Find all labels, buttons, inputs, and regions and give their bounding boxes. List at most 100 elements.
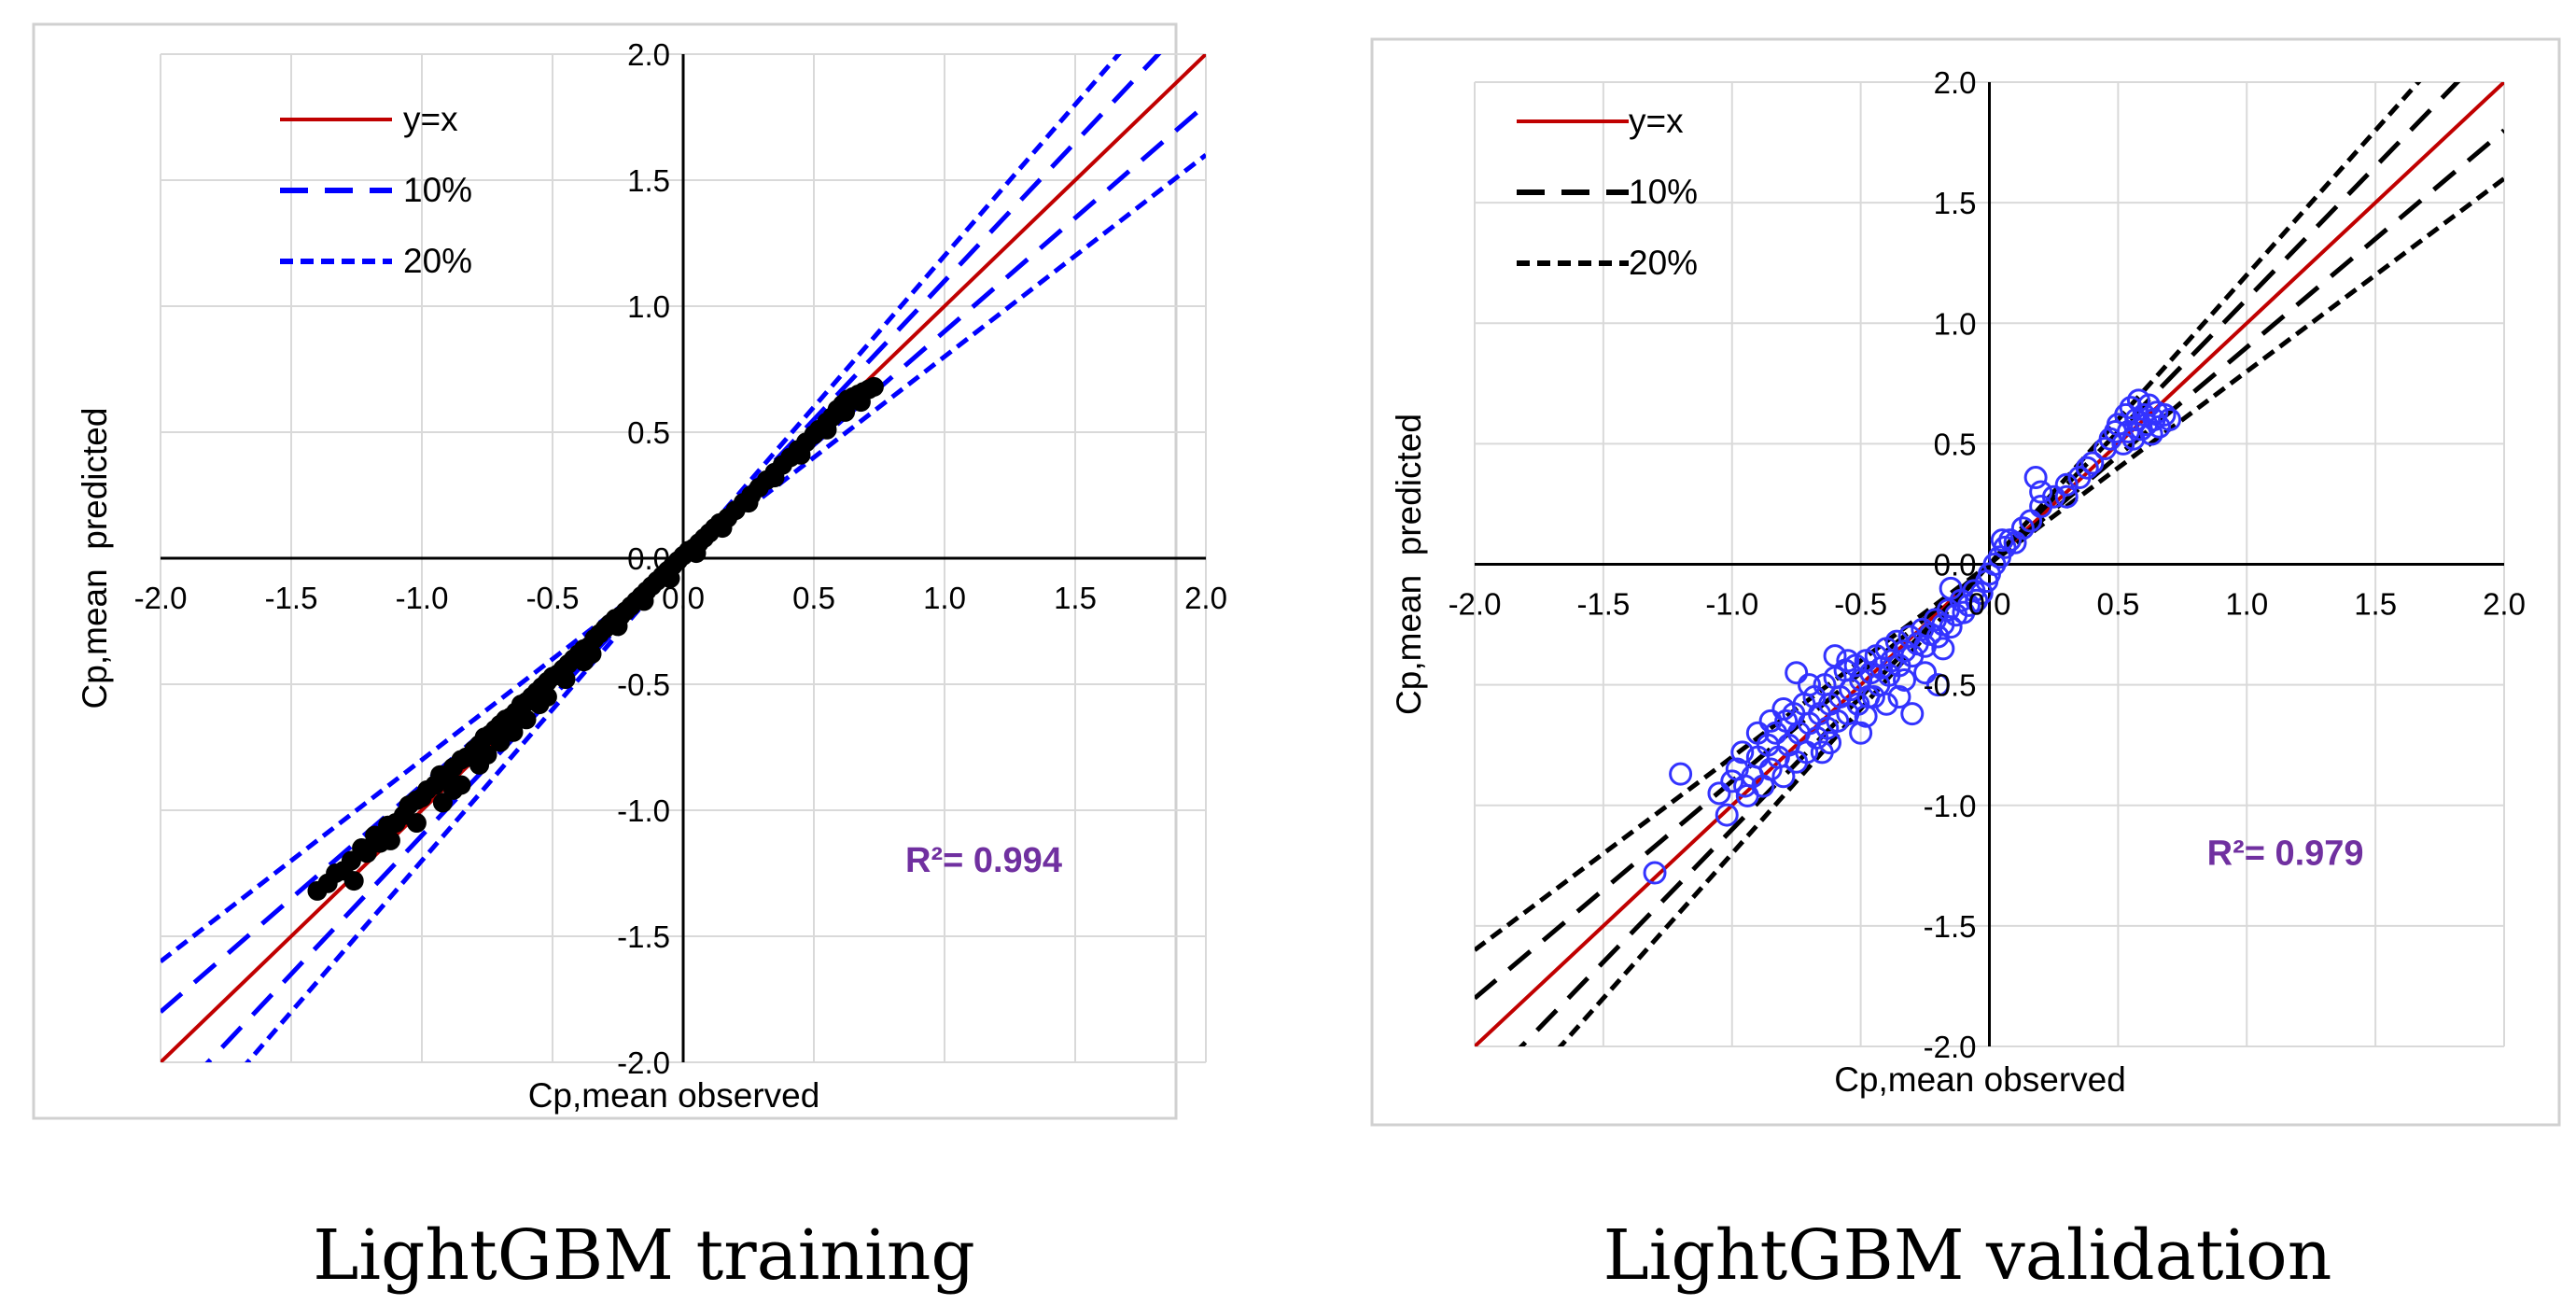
x-tick-label: -0.5 <box>526 581 580 615</box>
x-tick-label: 0.0 <box>1968 587 2011 622</box>
y-tick-label: 1.0 <box>627 289 670 324</box>
y-tick-label: 1.5 <box>627 163 670 198</box>
legend-label: 10% <box>403 171 472 209</box>
y-tick-label: -1.5 <box>617 919 670 954</box>
legend-label: y=x <box>1629 102 1684 140</box>
legend-label: 20% <box>1629 244 1698 282</box>
data-point <box>1900 702 1925 726</box>
data-point <box>2119 396 2143 420</box>
data-point <box>660 568 680 589</box>
data-point <box>1797 673 1821 697</box>
data-point <box>1758 709 1783 733</box>
y-tick-label: -1.0 <box>1924 789 1977 823</box>
data-point <box>406 813 427 833</box>
data-point <box>2158 408 2182 432</box>
data-point <box>1669 762 1693 786</box>
x-tick-label: 1.0 <box>923 581 966 615</box>
x-tick-label: -1.0 <box>1705 587 1758 622</box>
data-point <box>1965 588 1989 612</box>
data-point <box>516 709 537 730</box>
y-tick-label: 0.5 <box>1934 427 1977 461</box>
data-point <box>850 392 871 413</box>
x-tick-label: 0.5 <box>792 581 835 615</box>
legend-label: y=x <box>403 100 458 138</box>
x-tick-label: 0.5 <box>2096 587 2139 622</box>
x-tick-label: -1.0 <box>396 581 449 615</box>
x-tick-label: 1.5 <box>2354 587 2397 622</box>
data-point <box>503 722 524 742</box>
figure-caption: LightGBM validation <box>1603 1215 2332 1296</box>
data-point <box>608 616 628 637</box>
x-tick-label: -2.0 <box>1449 587 1502 622</box>
x-tick-label: 2.0 <box>1184 581 1227 615</box>
y-tick-label: 1.0 <box>1934 306 1977 341</box>
data-point <box>817 419 837 440</box>
x-tick-label: -2.0 <box>134 581 188 615</box>
data-point <box>738 493 759 513</box>
legend: y=x 10% 20% <box>280 100 472 280</box>
chart-training: -2.0 -1.5 -1.0 -0.5 0.0 0.5 1.0 1.5 2.0 -2.0 -1.5 -… <box>32 22 1227 1296</box>
data-point <box>2003 530 2027 554</box>
y-tick-label: 2.0 <box>1934 65 1977 100</box>
y-axis-title: Cp,mean predicted <box>76 408 114 709</box>
legend: y=x 10% 20% <box>1517 102 1698 282</box>
y-tick-label: 0.0 <box>1934 548 1977 582</box>
data-point <box>1969 581 1994 605</box>
data-point <box>1952 600 1976 624</box>
data-point <box>1887 685 1911 709</box>
data-point <box>1982 553 2007 576</box>
chart-frame <box>32 22 1178 1120</box>
data-point <box>2023 466 2048 490</box>
data-point <box>686 543 707 564</box>
y-tick-label: -1.5 <box>1924 909 1977 944</box>
data-point <box>357 843 377 863</box>
data-point <box>2054 472 2079 497</box>
data-point <box>1745 721 1770 745</box>
x-tick-label: -0.5 <box>1834 587 1887 622</box>
data-point <box>1733 774 1757 798</box>
chart-validation: -2.0 -1.5 -1.0 -0.5 0.0 0.5 1.0 1.5 2.0 -2.0 -1.5 -… <box>1370 37 2561 1296</box>
data-point <box>1818 731 1842 755</box>
data-point <box>1643 861 1667 885</box>
data-point <box>1771 765 1796 789</box>
data-point <box>634 591 654 611</box>
legend-label: 10% <box>1629 173 1698 211</box>
x-tick-label: -1.5 <box>1576 587 1630 622</box>
y-tick-label: 0.5 <box>627 415 670 450</box>
data-point <box>2152 402 2177 427</box>
data-point <box>2080 451 2105 475</box>
legend-label: 20% <box>403 242 472 280</box>
data-point <box>1990 528 2014 553</box>
data-point <box>1785 661 1809 685</box>
data-point <box>1758 757 1783 781</box>
y-tick-label: -2.0 <box>617 1045 670 1080</box>
r-squared-annotation: R²= 0.979 <box>2207 834 2364 873</box>
data-point <box>1771 696 1796 721</box>
x-tick-label: 1.0 <box>2225 587 2268 622</box>
data-point <box>574 652 595 672</box>
data-point <box>432 793 453 813</box>
data-points <box>307 376 884 901</box>
data-point <box>469 754 490 775</box>
x-tick-label: -1.5 <box>265 581 318 615</box>
data-point <box>764 468 785 488</box>
data-point <box>443 779 464 800</box>
x-axis-title: Cp,mean observed <box>528 1076 820 1115</box>
y-tick-label: -1.0 <box>617 793 670 828</box>
y-tick-label: 2.0 <box>627 37 670 72</box>
x-tick-label: 2.0 <box>2483 587 2526 622</box>
data-point <box>1836 649 1860 673</box>
data-point <box>1707 781 1731 806</box>
data-point <box>2010 516 2035 540</box>
data-point <box>1774 709 1799 733</box>
y-tick-label: -0.5 <box>1924 668 1977 703</box>
y-tick-label: 0.0 <box>627 541 670 576</box>
data-point <box>863 376 884 397</box>
data-point <box>2054 484 2079 509</box>
data-point <box>1730 740 1755 765</box>
data-point <box>1931 637 1955 661</box>
data-point <box>490 732 511 752</box>
data-point <box>555 669 576 690</box>
data-point <box>1874 692 1898 716</box>
